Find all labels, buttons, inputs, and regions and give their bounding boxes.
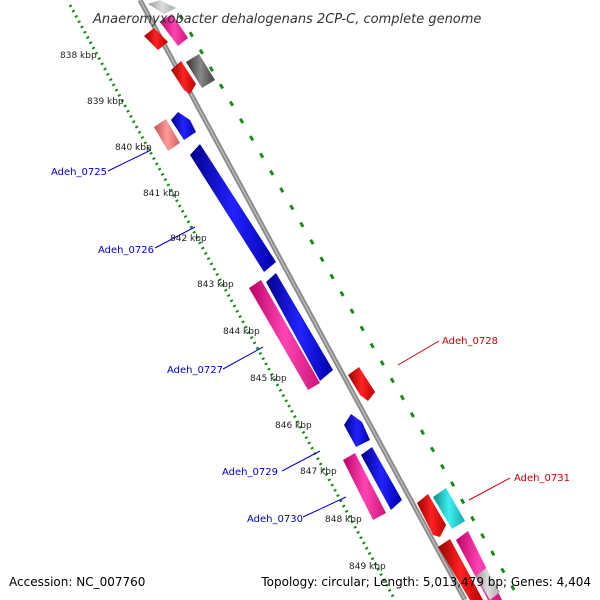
kbp-tick-label: 849 kbp — [349, 562, 386, 572]
map-title: Anaeromyxobacter dehalogenans 2CP-C, com… — [92, 12, 481, 27]
kbp-tick-labels: 838 kbp 839 kbp 840 kbp 841 kbp 842 kbp … — [60, 51, 386, 572]
gene-red[interactable] — [144, 28, 168, 50]
gene-features — [144, 0, 502, 600]
gene-adeh-0726[interactable] — [190, 144, 276, 272]
gene-lightred[interactable] — [154, 119, 180, 151]
kbp-tick-label: 841 kbp — [143, 189, 180, 199]
gene-adeh-0728[interactable] — [348, 367, 375, 401]
kbp-tick-label: 845 kbp — [250, 374, 287, 384]
kbp-tick-label: 843 kbp — [197, 280, 234, 290]
label-leader-lines — [107, 149, 511, 518]
gene-red[interactable] — [171, 61, 196, 94]
ruler-line-left — [68, 4, 397, 600]
kbp-tick-label: 838 kbp — [60, 51, 97, 61]
gene-pink[interactable] — [160, 14, 188, 46]
gene-blue[interactable] — [171, 112, 196, 140]
gene-gray[interactable] — [186, 54, 215, 88]
kbp-tick-label: 840 kbp — [115, 143, 152, 153]
gene-label-adeh-0728[interactable]: Adeh_0728 — [442, 336, 498, 347]
gene-adeh-0731[interactable] — [417, 494, 446, 537]
gene-label-adeh-0730[interactable]: Adeh_0730 — [247, 514, 303, 525]
gene-red[interactable] — [438, 539, 483, 600]
gene-lightgray[interactable] — [476, 568, 500, 600]
kbp-tick-label: 844 kbp — [223, 327, 260, 337]
genome-backbone-highlight — [139, 0, 466, 600]
gene-blue[interactable] — [266, 273, 333, 381]
gene-adeh-0730[interactable] — [343, 453, 386, 520]
kbp-tick-label: 848 kbp — [325, 515, 362, 525]
kbp-tick-label: 846 kbp — [275, 421, 312, 431]
gene-blue[interactable] — [361, 447, 402, 510]
accession-text: Accession: NC_007760 — [9, 575, 145, 589]
gene-lightgray[interactable] — [148, 0, 176, 14]
ruler-line-right — [178, 14, 522, 600]
gene-label-adeh-0726[interactable]: Adeh_0726 — [98, 245, 154, 256]
kbp-tick-label: 847 kbp — [300, 467, 337, 477]
kbp-tick-label: 839 kbp — [87, 97, 124, 107]
gene-adeh-0729[interactable] — [344, 414, 370, 447]
gene-label-adeh-0729[interactable]: Adeh_0729 — [222, 467, 278, 478]
kbp-tick-label: 842 kbp — [170, 234, 207, 244]
gene-cyan[interactable] — [433, 488, 465, 529]
gene-label-adeh-0727[interactable]: Adeh_0727 — [167, 365, 223, 376]
gene-label-adeh-0725[interactable]: Adeh_0725 — [51, 167, 107, 178]
gene-adeh-0727[interactable] — [249, 280, 320, 390]
topology-text: Topology: circular; Length: 5,013,479 bp… — [260, 575, 591, 589]
gene-labels: Adeh_0725 Adeh_0726 Adeh_0727 Adeh_0728 … — [51, 167, 570, 525]
gene-label-adeh-0731[interactable]: Adeh_0731 — [514, 473, 570, 484]
